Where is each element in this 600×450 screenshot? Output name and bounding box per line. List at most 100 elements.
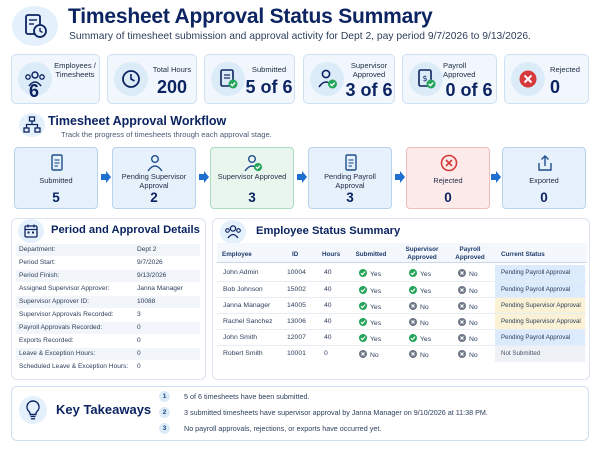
payroll-document-icon: $ bbox=[409, 62, 443, 96]
item-number: 2 bbox=[159, 407, 170, 418]
page-subtitle: Summary of timesheet submission and appr… bbox=[69, 31, 531, 42]
no-indicator: No bbox=[359, 350, 379, 359]
x-icon bbox=[359, 350, 367, 358]
key-takeaways-card bbox=[11, 386, 589, 441]
col-supervisor-approved: Supervisor Approved bbox=[405, 246, 439, 261]
stage-value: 0 bbox=[444, 190, 452, 205]
no-indicator: No bbox=[458, 286, 478, 295]
rejected-x-icon bbox=[440, 154, 458, 172]
period-details-title: Period and Approval Details bbox=[51, 224, 200, 236]
kpi-value: 3 of 6 bbox=[345, 80, 393, 100]
check-icon bbox=[359, 318, 367, 326]
yes-indicator: Yes bbox=[359, 302, 381, 311]
workflow-subtitle: Track the progress of timesheets through… bbox=[61, 130, 272, 139]
check-icon bbox=[359, 286, 367, 294]
detail-row: Period Start: 9/7/2026 bbox=[19, 259, 163, 266]
detail-row: Payroll Approvals Recorded: 0 bbox=[16, 322, 200, 334]
kpi-label: Payroll Approved bbox=[443, 61, 476, 79]
x-icon bbox=[458, 334, 466, 342]
detail-row: Supervisor Approvals Recorded: 3 bbox=[19, 311, 141, 318]
yes-indicator: Yes bbox=[359, 334, 381, 343]
status-badge: Not Submitted bbox=[495, 346, 585, 362]
clock-icon bbox=[114, 62, 148, 96]
x-icon bbox=[458, 286, 466, 294]
arrow-right-icon bbox=[491, 171, 501, 183]
yes-indicator: Yes bbox=[409, 334, 431, 343]
arrow-right-icon bbox=[395, 171, 405, 183]
check-icon bbox=[409, 286, 417, 294]
table-row: John Admin 10004 40 Yes Yes No Pending P… bbox=[217, 265, 587, 281]
stage-value: 5 bbox=[52, 190, 60, 205]
yes-indicator: Yes bbox=[409, 286, 431, 295]
check-icon bbox=[359, 302, 367, 310]
stage-submitted: Submitted 5 bbox=[14, 147, 98, 209]
detail-row: Period Finish: 9/13/2026 bbox=[16, 270, 200, 282]
detail-row: Scheduled Leave & Exception Hours: 0 bbox=[19, 363, 141, 370]
kpi-label: Submitted bbox=[251, 65, 287, 74]
kpi-rejected-card: Rejected 0 bbox=[504, 54, 589, 104]
no-indicator: No bbox=[458, 334, 478, 343]
stage-value: 3 bbox=[346, 190, 354, 205]
export-icon bbox=[538, 155, 552, 171]
kpi-value: 0 of 6 bbox=[445, 80, 493, 100]
people-icon bbox=[18, 62, 52, 96]
person-check-icon bbox=[310, 62, 344, 96]
kpi-label: Total Hours bbox=[152, 65, 192, 74]
document-icon bbox=[51, 154, 63, 171]
x-icon bbox=[458, 350, 466, 358]
kpi-employees-card: Employees / Timesheets 6 bbox=[11, 54, 100, 104]
yes-indicator: Yes bbox=[409, 269, 431, 278]
x-icon bbox=[458, 269, 466, 277]
stage-label: Pending Payroll Approval bbox=[324, 172, 376, 190]
col-current-status: Current Status bbox=[501, 251, 545, 258]
no-indicator: No bbox=[409, 350, 429, 359]
x-icon bbox=[458, 318, 466, 326]
table-row: John Smith 12007 40 Yes Yes No Pending P… bbox=[217, 329, 587, 346]
yes-indicator: Yes bbox=[359, 269, 381, 278]
timesheet-clock-icon bbox=[12, 6, 58, 46]
col-hours: Hours bbox=[322, 251, 341, 258]
kpi-label: Employees / Timesheets bbox=[54, 61, 96, 79]
check-icon bbox=[359, 269, 367, 277]
arrow-right-icon bbox=[297, 171, 307, 183]
stage-value: 3 bbox=[248, 190, 256, 205]
stage-pending-payroll: Pending Payroll Approval 3 bbox=[308, 147, 392, 209]
yes-indicator: Yes bbox=[359, 318, 381, 327]
detail-row: Assigned Supervisor Approver: Janna Manag… bbox=[19, 285, 183, 292]
col-id: ID bbox=[292, 251, 299, 258]
detail-row: Leave & Exception Hours: 0 bbox=[16, 348, 200, 360]
no-indicator: No bbox=[458, 269, 478, 278]
workflow-hierarchy-icon bbox=[19, 113, 45, 137]
stage-label: Rejected bbox=[433, 176, 463, 185]
employee-status-title: Employee Status Summary bbox=[256, 225, 401, 237]
yes-indicator: Yes bbox=[359, 286, 381, 295]
kpi-total-hours-card: Total Hours 200 bbox=[107, 54, 197, 104]
page-title: Timesheet Approval Status Summary bbox=[68, 5, 433, 28]
stage-label: Pending Supervisor Approval bbox=[121, 172, 187, 190]
table-row: Robert Smith 10001 0 No No No Not Submit… bbox=[217, 345, 587, 362]
arrow-right-icon bbox=[199, 171, 209, 183]
kpi-value: 0 bbox=[549, 77, 560, 97]
x-icon bbox=[409, 302, 417, 310]
no-indicator: No bbox=[458, 318, 478, 327]
detail-row: Supervisor Approver ID: 10088 bbox=[16, 296, 200, 308]
status-badge: Pending Payroll Approval bbox=[495, 330, 585, 346]
detail-row: Exports Recorded: 0 bbox=[19, 337, 141, 344]
detail-row: Department: Dept 2 bbox=[16, 244, 200, 256]
x-icon bbox=[409, 350, 417, 358]
rejected-icon bbox=[511, 62, 545, 96]
col-payroll-approved: Payroll Approved bbox=[455, 246, 485, 261]
no-indicator: No bbox=[458, 350, 478, 359]
stage-label: Submitted bbox=[39, 176, 73, 185]
svg-text:$: $ bbox=[422, 74, 427, 83]
col-employee: Employee bbox=[222, 251, 252, 258]
status-badge: Pending Supervisor Approval bbox=[495, 298, 585, 314]
stage-pending-supervisor: Pending Supervisor Approval 2 bbox=[112, 147, 196, 209]
stage-label: Supervisor Approved bbox=[217, 172, 287, 181]
people-icon bbox=[220, 220, 246, 244]
check-icon bbox=[359, 334, 367, 342]
lightbulb-icon bbox=[19, 396, 47, 424]
document-check-icon bbox=[211, 62, 245, 96]
status-badge: Pending Supervisor Approval bbox=[495, 314, 585, 330]
kpi-label: Supervisor Approved bbox=[350, 61, 388, 79]
